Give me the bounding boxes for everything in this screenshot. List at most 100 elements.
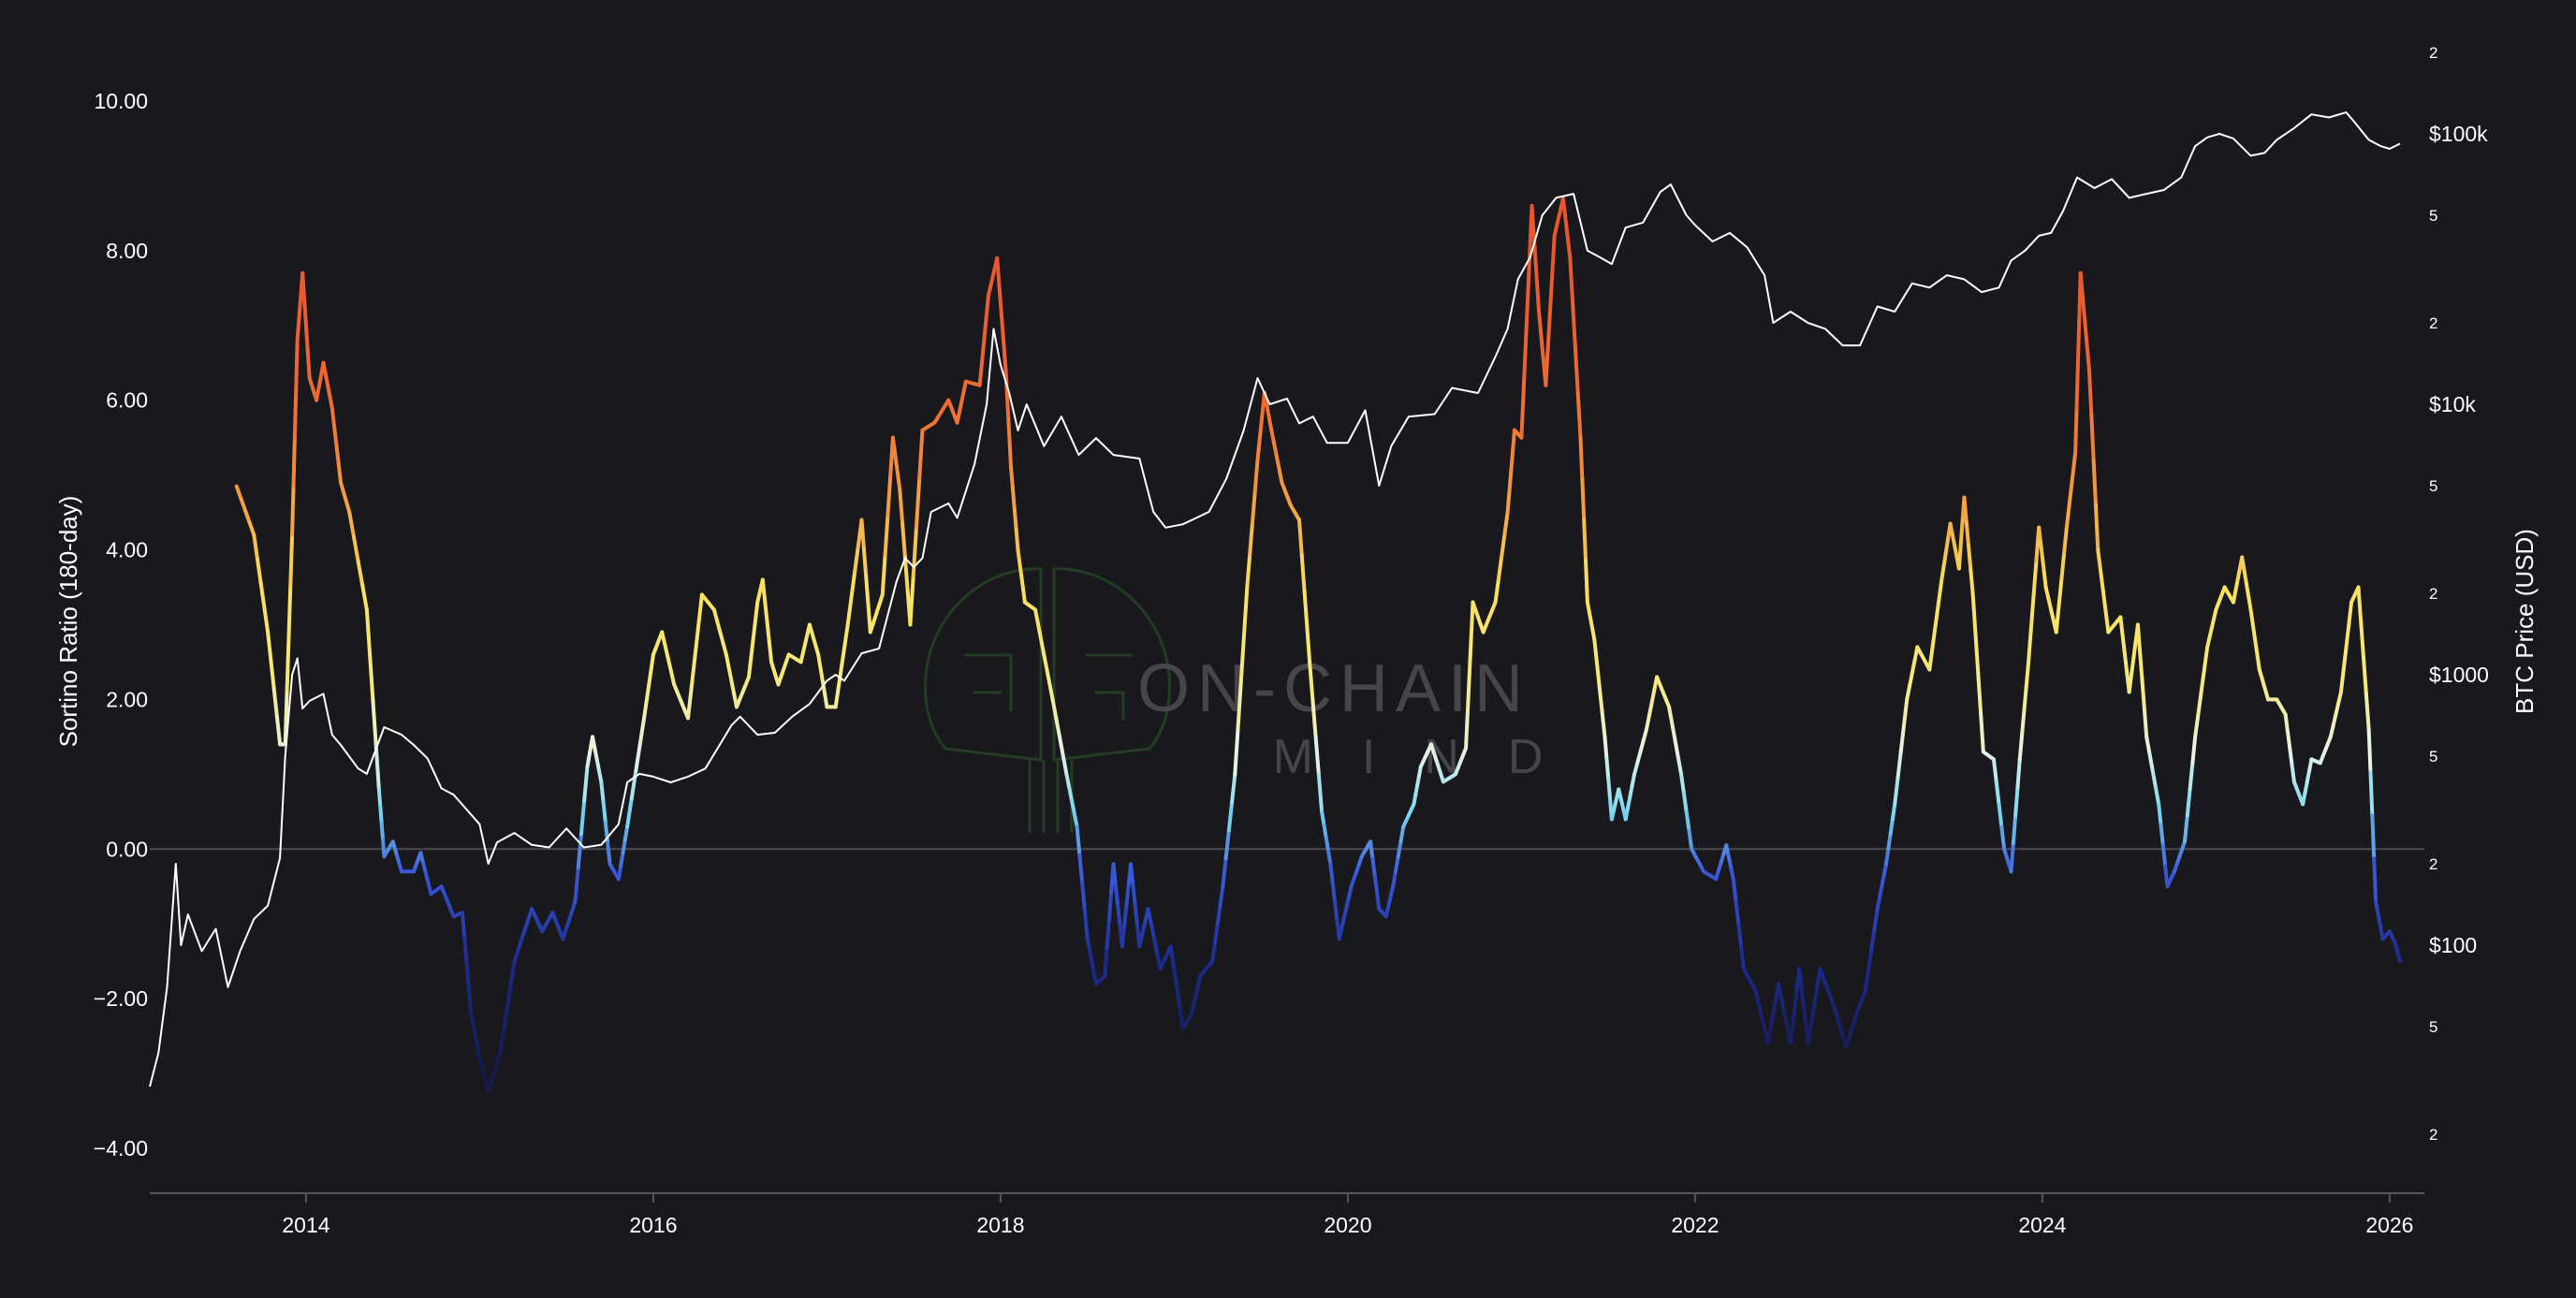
sortino-segment <box>1976 671 1983 715</box>
sortino-segment <box>2368 770 2375 818</box>
btc-price-line <box>149 111 2401 1087</box>
sortino-segment <box>999 312 1006 344</box>
sortino-segment <box>711 607 720 623</box>
sortino-segment <box>1545 308 1553 350</box>
sortino-segment <box>1647 701 1654 719</box>
sortino-segment <box>596 768 604 784</box>
sortino-segment <box>2290 763 2296 784</box>
sortino-segment <box>894 461 900 479</box>
sortino-segment <box>647 667 653 687</box>
sortino-segment <box>880 553 887 597</box>
sortino-segment <box>473 1034 480 1050</box>
sortino-segment <box>2188 761 2195 792</box>
sortino-segment <box>2344 622 2351 649</box>
sortino-segment <box>1374 890 1382 912</box>
sortino-segment <box>917 428 925 481</box>
sortino-segment <box>1305 624 1312 664</box>
sortino-segment <box>1969 568 1975 597</box>
sortino-segment <box>594 757 601 773</box>
sortino-segment <box>818 665 825 683</box>
sortino-segment <box>1464 709 1470 751</box>
sortino-segment <box>2240 555 2247 573</box>
sortino-segment <box>512 946 521 964</box>
sortino-segment <box>1548 270 1555 313</box>
right-major-tick-label: $100k <box>2429 122 2488 146</box>
sortino-segment <box>517 933 525 951</box>
left-tick-label: 8.00 <box>106 239 148 263</box>
x-tick-label: 2026 <box>2365 1213 2413 1237</box>
sortino-segment <box>666 656 673 674</box>
right-major-tick-label: $1000 <box>2429 663 2489 687</box>
sortino-segment <box>1979 710 1985 754</box>
sortino-segment <box>1149 922 1157 941</box>
sortino-segment <box>997 284 1003 316</box>
sortino-segment <box>1248 521 1254 558</box>
sortino-segment <box>334 443 341 466</box>
sortino-segment <box>1673 738 1680 760</box>
sortino-segment <box>364 607 373 657</box>
sortino-segment <box>2129 656 2136 678</box>
sortino-segment <box>2103 609 2111 634</box>
sortino-segment <box>1536 308 1543 331</box>
sortino-segment <box>1600 710 1607 739</box>
sortino-segment <box>2043 585 2051 601</box>
sortino-segment <box>763 598 769 623</box>
sortino-segment <box>606 841 612 867</box>
sortino-segment <box>1603 735 1609 760</box>
sortino-segment <box>649 652 655 672</box>
sortino-segment <box>2138 650 2144 683</box>
sortino-segment <box>760 577 768 603</box>
sortino-segment <box>2049 607 2056 623</box>
sortino-segment <box>1667 705 1675 726</box>
sortino-segment <box>1883 847 1891 867</box>
sortino-segment <box>1090 959 1096 975</box>
sortino-segment <box>252 532 260 561</box>
sortino-segment <box>849 570 857 601</box>
sortino-segment <box>1255 441 1262 462</box>
sortino-segment <box>1010 486 1017 511</box>
sortino-segment <box>1511 428 1516 453</box>
sortino-segment <box>1368 839 1375 861</box>
right-minor-tick-label: 5 <box>2429 477 2437 495</box>
sortino-segment <box>1465 673 1471 714</box>
sortino-segment <box>1888 817 1895 837</box>
sortino-segment <box>1061 753 1069 777</box>
sortino-segment <box>476 1045 482 1061</box>
sortino-segment <box>1676 755 1684 777</box>
sortino-segment <box>1146 907 1153 926</box>
sortino-segment <box>2233 577 2240 593</box>
sortino-segment <box>1564 226 1571 245</box>
sortino-segment <box>1967 544 1973 573</box>
sortino-segment <box>1396 839 1403 859</box>
sortino-segment <box>290 484 296 537</box>
sortino-segment <box>1765 1027 1773 1046</box>
sortino-segment <box>1584 559 1589 605</box>
sortino-segment <box>751 619 757 642</box>
sortino-segment <box>1215 903 1222 926</box>
sortino-segment <box>379 821 386 842</box>
x-tick-label: 2014 <box>282 1213 329 1237</box>
sortino-segment <box>1595 662 1602 691</box>
sortino-segment <box>1734 899 1741 926</box>
sortino-segment <box>2157 802 2163 827</box>
sortino-segment <box>591 735 597 751</box>
sortino-segment <box>1054 716 1061 739</box>
sortino-segment <box>1791 1004 1797 1028</box>
sortino-segment <box>1953 544 1959 560</box>
sortino-segment <box>1571 300 1577 350</box>
sortino-segment <box>1956 548 1963 571</box>
sortino-segment <box>1113 882 1120 908</box>
sortino-segment <box>1296 518 1304 558</box>
sortino-segment <box>1999 824 2007 852</box>
sortino-segment <box>1009 465 1015 490</box>
sortino-segment <box>360 583 369 612</box>
sortino-segment <box>1050 697 1059 721</box>
sortino-segment <box>291 435 297 489</box>
sortino-segment <box>1788 1023 1795 1046</box>
sortino-segment <box>373 742 381 792</box>
sortino-segment <box>1080 881 1087 913</box>
sortino-segment <box>1811 985 1820 1009</box>
sortino-segment <box>1316 772 1325 814</box>
